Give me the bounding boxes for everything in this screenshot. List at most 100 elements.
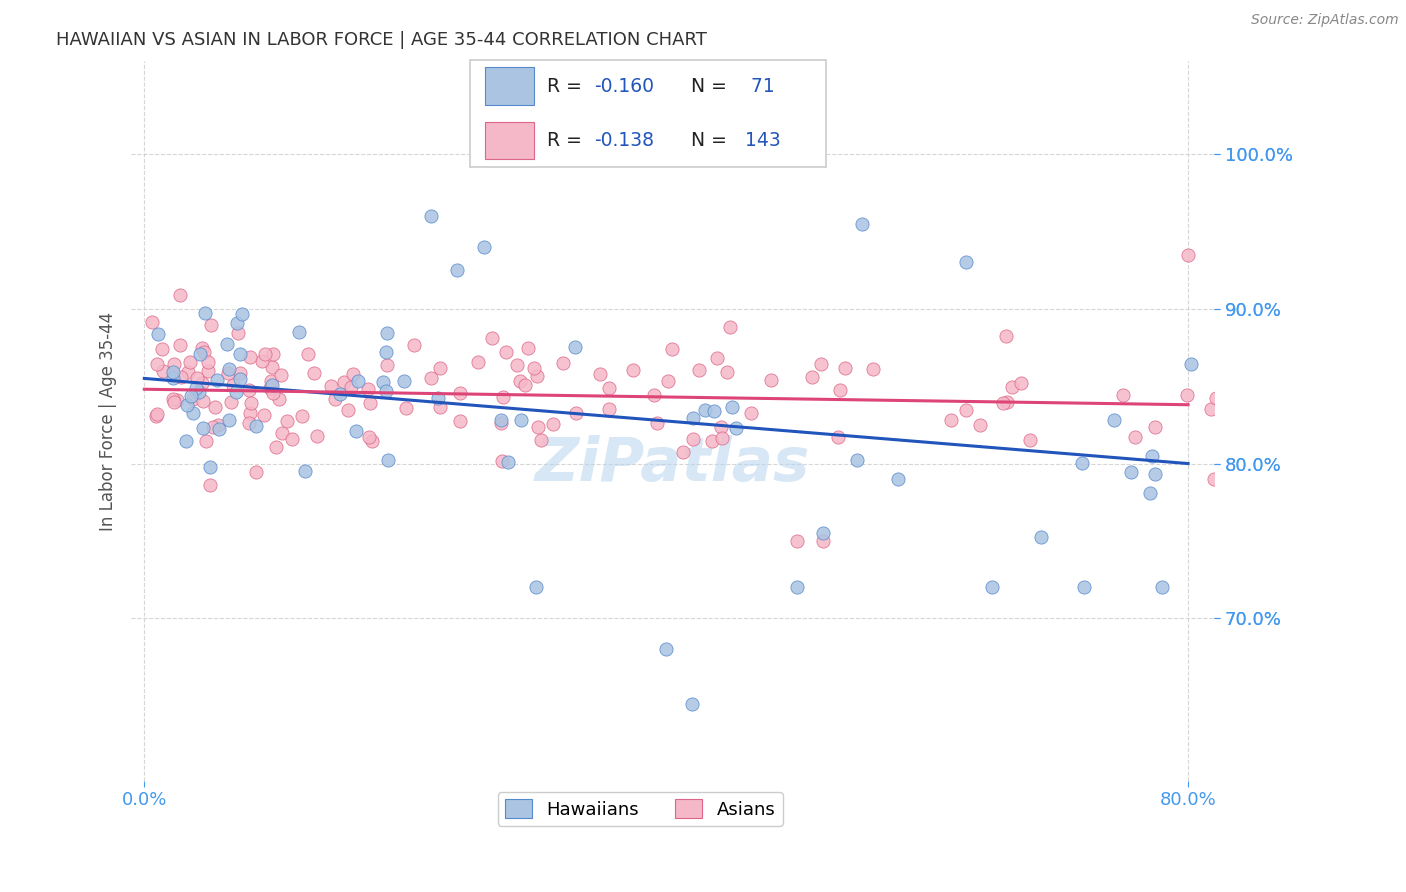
- Point: [1144, 467, 1167, 481]
- Point: [509, 374, 531, 388]
- Point: [291, 409, 314, 423]
- Point: [810, 357, 832, 371]
- Point: [183, 406, 205, 420]
- Point: [194, 306, 217, 320]
- Point: [1001, 380, 1024, 394]
- Point: [553, 356, 575, 370]
- Point: [491, 454, 513, 468]
- Point: [449, 385, 471, 400]
- Point: [226, 326, 249, 340]
- Point: [359, 396, 381, 410]
- Point: [524, 581, 547, 595]
- Point: [231, 307, 253, 321]
- Point: [672, 445, 695, 459]
- Point: [419, 370, 441, 384]
- Point: [513, 377, 536, 392]
- Point: [655, 642, 678, 657]
- Point: [162, 371, 184, 385]
- Point: [1204, 472, 1226, 486]
- Point: [759, 373, 782, 387]
- Point: [238, 416, 260, 430]
- Point: [229, 347, 252, 361]
- Point: [1070, 456, 1092, 470]
- Point: [786, 581, 808, 595]
- Point: [377, 452, 399, 467]
- Point: [188, 347, 211, 361]
- Point: [238, 383, 260, 397]
- Point: [828, 383, 851, 397]
- Point: [1177, 247, 1199, 261]
- Point: [262, 377, 284, 392]
- Point: [1031, 530, 1053, 544]
- Point: [226, 316, 249, 330]
- Point: [740, 406, 762, 420]
- Y-axis label: In Labor Force | Age 35-44: In Labor Force | Age 35-44: [100, 311, 117, 531]
- Point: [721, 400, 744, 414]
- Point: [297, 347, 319, 361]
- Point: [495, 345, 517, 359]
- Point: [598, 380, 620, 394]
- Point: [446, 263, 468, 277]
- Point: [181, 392, 204, 407]
- Point: [197, 355, 219, 369]
- Text: 71: 71: [745, 77, 775, 95]
- Point: [375, 384, 398, 399]
- Point: [811, 533, 834, 548]
- Point: [404, 337, 426, 351]
- Point: [170, 369, 193, 384]
- Point: [1240, 370, 1263, 384]
- Point: [1254, 403, 1277, 417]
- Point: [259, 381, 281, 395]
- Point: [472, 240, 495, 254]
- Point: [145, 409, 167, 424]
- Point: [245, 465, 267, 479]
- Point: [193, 345, 215, 359]
- Point: [565, 407, 588, 421]
- Point: [1018, 434, 1040, 448]
- Point: [276, 414, 298, 428]
- Point: [342, 367, 364, 381]
- Point: [657, 374, 679, 388]
- Point: [700, 434, 723, 448]
- Point: [177, 365, 200, 379]
- Point: [392, 374, 415, 388]
- Point: [202, 419, 225, 434]
- Point: [1150, 581, 1173, 595]
- Point: [200, 459, 222, 474]
- Point: [221, 394, 243, 409]
- Point: [253, 347, 276, 361]
- Point: [225, 384, 247, 399]
- Point: [981, 581, 1004, 595]
- Point: [1241, 351, 1264, 365]
- Point: [1144, 419, 1167, 434]
- Point: [621, 363, 644, 377]
- Point: [319, 378, 342, 392]
- Point: [186, 371, 208, 385]
- Point: [491, 391, 513, 405]
- Point: [245, 419, 267, 434]
- Point: [710, 420, 733, 434]
- Point: [846, 453, 869, 467]
- Point: [166, 392, 188, 407]
- Point: [375, 326, 398, 340]
- Point: [188, 384, 211, 399]
- Point: [682, 433, 704, 447]
- Point: [429, 360, 451, 375]
- Point: [851, 217, 873, 231]
- Point: [955, 255, 977, 269]
- Point: [682, 411, 704, 425]
- Point: [270, 368, 292, 382]
- Point: [530, 433, 553, 447]
- Point: [260, 374, 283, 388]
- Point: [695, 403, 717, 417]
- Point: [564, 340, 586, 354]
- Text: N =: N =: [692, 77, 733, 95]
- Text: -0.160: -0.160: [593, 77, 654, 95]
- Point: [146, 407, 169, 421]
- Point: [718, 319, 741, 334]
- Point: [217, 366, 239, 380]
- Point: [489, 413, 512, 427]
- Text: N =: N =: [692, 131, 733, 150]
- Point: [179, 355, 201, 369]
- Point: [145, 357, 167, 371]
